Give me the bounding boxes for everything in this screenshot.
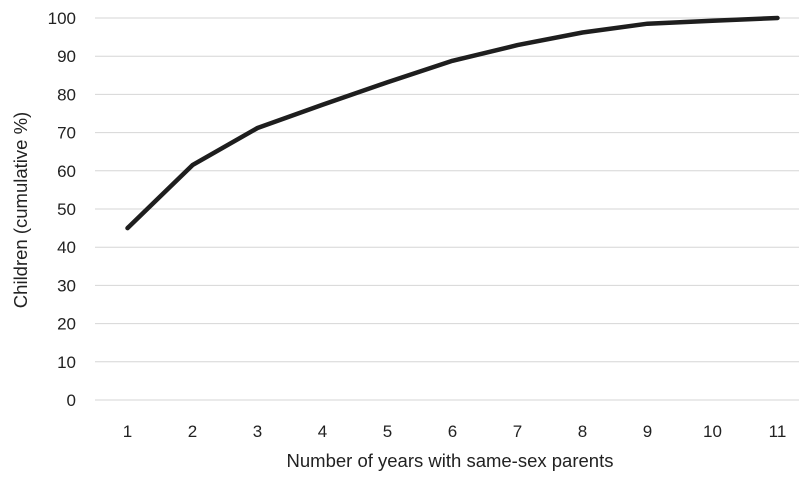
y-tick-label: 100 — [48, 9, 76, 28]
x-tick-label: 2 — [188, 422, 197, 441]
y-tick-label: 10 — [57, 353, 76, 372]
series-line — [128, 18, 778, 228]
y-tick-label: 20 — [57, 315, 76, 334]
y-tick-label: 70 — [57, 124, 76, 143]
x-tick-label: 7 — [513, 422, 522, 441]
x-tick-label: 4 — [318, 422, 327, 441]
x-tick-label: 10 — [703, 422, 722, 441]
x-tick-label: 1 — [123, 422, 132, 441]
y-tick-label: 60 — [57, 162, 76, 181]
y-tick-label: 80 — [57, 85, 76, 104]
y-tick-label: 0 — [67, 391, 76, 410]
y-tick-label: 40 — [57, 238, 76, 257]
x-tick-label: 3 — [253, 422, 262, 441]
y-tick-label: 50 — [57, 200, 76, 219]
gridlines — [95, 18, 799, 400]
x-axis-title: Number of years with same-sex parents — [287, 450, 614, 471]
x-tick-label: 5 — [383, 422, 392, 441]
x-tick-label: 9 — [643, 422, 652, 441]
x-tick-label: 6 — [448, 422, 457, 441]
y-axis-title: Children (cumulative %) — [10, 112, 31, 308]
x-axis-ticks: 1 2 3 4 5 6 7 8 9 10 11 — [123, 422, 787, 441]
series-layer — [127, 18, 777, 228]
x-tick-label: 8 — [578, 422, 587, 441]
x-tick-label: 11 — [769, 422, 787, 441]
y-axis-ticks: 0 10 20 30 40 50 60 70 80 90 100 — [48, 9, 76, 410]
y-tick-label: 30 — [57, 276, 76, 295]
y-tick-label: 90 — [57, 47, 76, 66]
